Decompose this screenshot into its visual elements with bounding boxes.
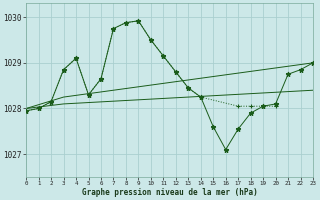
X-axis label: Graphe pression niveau de la mer (hPa): Graphe pression niveau de la mer (hPa) <box>82 188 258 197</box>
